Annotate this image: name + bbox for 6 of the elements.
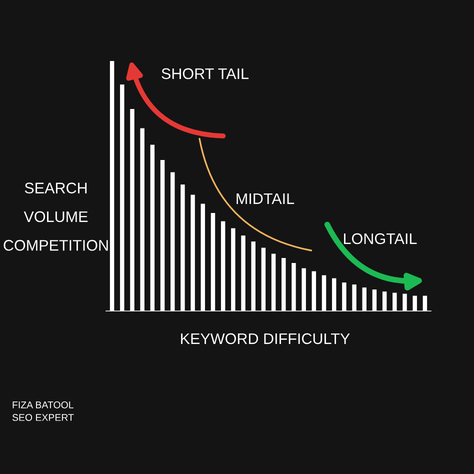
annotation: MIDTAIL <box>236 193 294 204</box>
y-axis-title: SEARCH VOLUME COMPETITION <box>4 182 108 251</box>
x-axis-title: KEYWORD DIFFICULTY <box>181 333 350 344</box>
annotation: LONGTAIL <box>344 233 417 244</box>
text: FIZA BATOOL SEO EXPERT <box>12 401 74 421</box>
annotation: SHORT TAIL <box>162 68 249 80</box>
